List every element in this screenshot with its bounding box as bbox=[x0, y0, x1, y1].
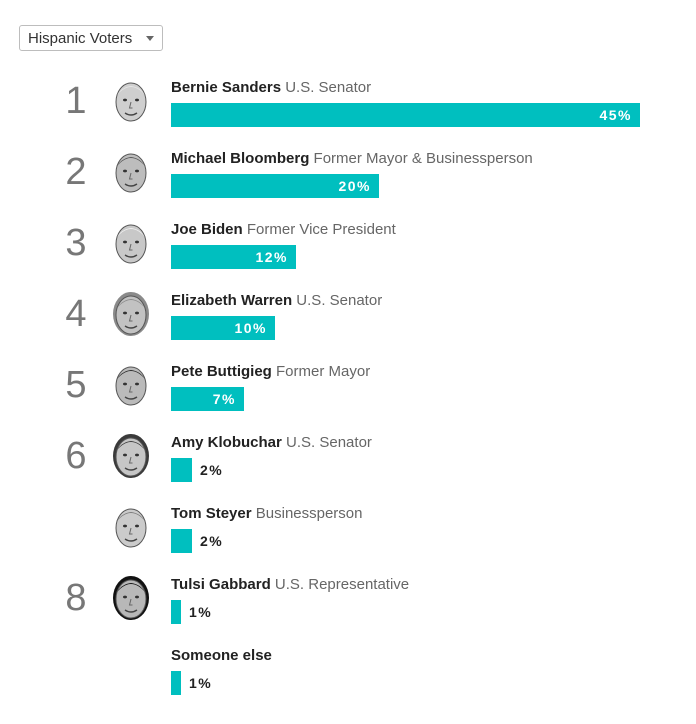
candidate-label: Elizabeth Warren U.S. Senator bbox=[171, 292, 382, 310]
result-percent-label: 1% bbox=[189, 675, 213, 691]
rank-number: 1 bbox=[65, 80, 87, 122]
result-bar bbox=[171, 103, 640, 127]
result-bar bbox=[171, 529, 192, 553]
candidate-row: 3 Joe Biden Former Vice President 12% bbox=[0, 219, 696, 290]
result-bar bbox=[171, 245, 296, 269]
dropdown-selected-label: Hispanic Voters bbox=[28, 29, 133, 47]
candidate-title: Former Mayor bbox=[271, 363, 371, 380]
candidate-name: Tulsi Gabbard bbox=[171, 576, 271, 593]
candidate-row: 2 Michael Bloomberg Former Mayor & Busine… bbox=[0, 148, 696, 219]
candidate-label: Someone else bbox=[171, 647, 272, 665]
candidate-row: 1 Bernie Sanders U.S. Senator 45% bbox=[0, 77, 696, 148]
candidate-title: U.S. Senator bbox=[292, 292, 383, 309]
result-bar bbox=[171, 671, 181, 695]
candidate-name: Elizabeth Warren bbox=[171, 292, 293, 309]
result-bar bbox=[171, 600, 181, 624]
candidate-title: Businessperson bbox=[251, 505, 363, 522]
candidate-row: Someone else 1% bbox=[0, 645, 696, 716]
candidate-label: Bernie Sanders U.S. Senator bbox=[171, 79, 371, 97]
result-percent-label: 45% bbox=[599, 107, 632, 123]
amy-klobuchar-photo bbox=[113, 434, 149, 478]
candidate-name: Tom Steyer bbox=[171, 505, 252, 522]
candidate-label: Tom Steyer Businessperson bbox=[171, 505, 363, 523]
michael-bloomberg-photo bbox=[115, 153, 147, 193]
result-percent-label: 2% bbox=[200, 462, 224, 478]
candidate-name: Pete Buttigieg bbox=[171, 363, 272, 380]
candidate-label: Joe Biden Former Vice President bbox=[171, 221, 396, 239]
candidate-row: 5 Pete Buttigieg Former Mayor 7% bbox=[0, 361, 696, 432]
rank-number: 4 bbox=[65, 293, 87, 335]
result-bar bbox=[171, 458, 192, 482]
voter-group-dropdown[interactable]: Hispanic Voters bbox=[19, 25, 164, 51]
elizabeth-warren-photo bbox=[113, 292, 149, 336]
candidate-title: U.S. Senator bbox=[281, 79, 372, 96]
result-bar bbox=[171, 174, 379, 198]
rank-number: 6 bbox=[65, 435, 87, 477]
bernie-sanders-photo bbox=[115, 82, 147, 122]
caret-down-icon bbox=[146, 36, 155, 41]
result-bar bbox=[171, 387, 244, 411]
candidate-row: 8 Tulsi Gabbard U.S. Representative 1% bbox=[0, 574, 696, 645]
candidate-name: Bernie Sanders bbox=[171, 79, 282, 96]
candidate-name: Michael Bloomberg bbox=[171, 150, 310, 167]
candidate-title: U.S. Senator bbox=[281, 434, 372, 451]
joe-biden-photo bbox=[115, 224, 147, 264]
rank-number: 3 bbox=[65, 222, 87, 264]
tom-steyer-photo bbox=[115, 508, 147, 548]
candidate-label: Pete Buttigieg Former Mayor bbox=[171, 363, 370, 381]
candidate-row: 6 Amy Klobuchar U.S. Senator 2% bbox=[0, 432, 696, 503]
rank-number: 2 bbox=[65, 151, 87, 193]
result-percent-label: 12% bbox=[255, 249, 288, 265]
rank-number: 8 bbox=[65, 577, 87, 619]
tulsi-gabbard-photo bbox=[113, 576, 149, 620]
candidate-name: Joe Biden bbox=[171, 221, 243, 238]
result-percent-label: 10% bbox=[234, 320, 267, 336]
candidate-label: Amy Klobuchar U.S. Senator bbox=[171, 434, 372, 452]
candidate-title: Former Mayor & Businessperson bbox=[309, 150, 533, 167]
candidate-title: Former Vice President bbox=[242, 221, 396, 238]
result-percent-label: 2% bbox=[200, 533, 224, 549]
candidate-label: Tulsi Gabbard U.S. Representative bbox=[171, 576, 409, 594]
candidate-name: Someone else bbox=[171, 647, 272, 664]
candidate-label: Michael Bloomberg Former Mayor & Busines… bbox=[171, 150, 533, 168]
result-percent-label: 20% bbox=[338, 178, 371, 194]
rank-number: 5 bbox=[65, 364, 87, 406]
candidate-row: Tom Steyer Businessperson 2% bbox=[0, 503, 696, 574]
candidate-row: 4 Elizabeth Warren U.S. Senator 10% bbox=[0, 290, 696, 361]
result-bar bbox=[171, 316, 275, 340]
result-percent-label: 1% bbox=[189, 604, 213, 620]
pete-buttigieg-photo bbox=[115, 366, 147, 406]
candidate-name: Amy Klobuchar bbox=[171, 434, 282, 451]
candidate-title: U.S. Representative bbox=[270, 576, 410, 593]
result-percent-label: 7% bbox=[212, 391, 236, 407]
